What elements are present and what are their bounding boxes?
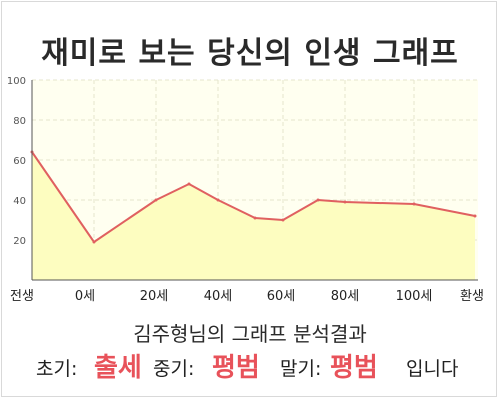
x-tick-label: 100세 <box>396 289 433 304</box>
x-tick-label: 환생 <box>460 289 484 304</box>
data-point <box>92 240 96 244</box>
x-tick-label: 전생 <box>10 289 34 304</box>
data-point <box>154 198 158 202</box>
analysis-summary: 초기: 출세 중기: 평범 말기: 평범 입니다 <box>0 347 500 383</box>
chart-title: 재미로 보는 당신의 인생 그래프 <box>41 36 459 71</box>
x-tick-label: 60세 <box>267 289 296 304</box>
middle-label: 중기: <box>153 358 195 380</box>
early-label: 초기: <box>36 358 78 380</box>
data-point <box>316 198 320 202</box>
ending-text: 입니다 <box>406 358 459 380</box>
early-value: 출세 <box>94 353 142 383</box>
y-tick-label: 20 <box>13 236 26 247</box>
data-point <box>343 200 347 204</box>
data-point <box>187 182 191 186</box>
data-point <box>216 198 220 202</box>
late-label: 말기: <box>280 358 322 380</box>
data-point <box>253 216 257 220</box>
area-fill <box>32 152 475 280</box>
x-tick-label: 20세 <box>140 289 169 304</box>
y-tick-label: 80 <box>13 116 26 127</box>
analysis-subtitle: 김주형님의 그래프 분석결과 <box>133 322 367 346</box>
data-point <box>412 202 416 206</box>
data-point <box>281 218 285 222</box>
x-tick-label: 40세 <box>204 289 233 304</box>
x-tick-label: 0세 <box>75 289 95 304</box>
middle-value: 평범 <box>212 353 260 383</box>
y-tick-label: 100 <box>7 76 26 87</box>
data-point <box>473 214 477 218</box>
y-tick-label: 60 <box>13 156 26 167</box>
x-tick-label: 80세 <box>331 289 360 304</box>
y-tick-label: 40 <box>13 196 26 207</box>
late-value: 평범 <box>330 353 378 383</box>
